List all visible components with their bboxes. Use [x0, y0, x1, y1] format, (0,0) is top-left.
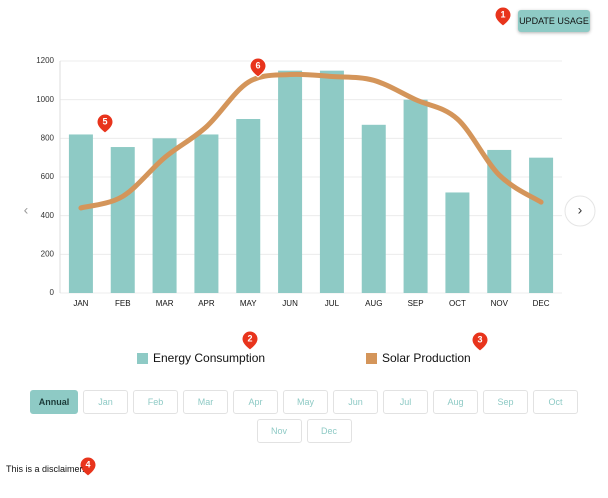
period-tab[interactable]: Dec	[306, 419, 352, 443]
annotation-label: 2	[247, 333, 252, 343]
annotation-label: 3	[477, 334, 482, 344]
annotation-label: 6	[255, 60, 260, 70]
x-tick-label: NOV	[491, 299, 509, 308]
x-tick-label: OCT	[449, 299, 466, 308]
period-tab[interactable]: Jul	[383, 390, 428, 414]
annotation-pin	[494, 6, 512, 27]
annotation-pin	[249, 57, 267, 78]
x-tick-label: MAY	[240, 299, 257, 308]
bar	[236, 119, 261, 293]
bar	[68, 134, 93, 293]
x-tick-label: JAN	[73, 299, 88, 308]
period-tab[interactable]: Nov	[256, 419, 302, 443]
update-button[interactable]: UPDATE USAGE	[518, 10, 590, 32]
y-tick-label: 0	[50, 288, 55, 297]
bar	[319, 70, 344, 294]
legend-swatch	[366, 353, 377, 364]
line	[78, 71, 544, 211]
period-tab[interactable]: Jun	[333, 390, 378, 414]
period-tab[interactable]: Annual	[30, 390, 78, 414]
y-tick-label: 1000	[36, 95, 54, 104]
period-tab[interactable]: Feb	[133, 390, 178, 414]
x-tick-label: MAR	[156, 299, 174, 308]
bar	[529, 157, 554, 293]
x-tick-label: JUN	[282, 299, 298, 308]
x-tick-label: DEC	[533, 299, 550, 308]
next-button[interactable]	[564, 195, 596, 227]
x-tick-label: FEB	[115, 299, 131, 308]
period-tab[interactable]: Mar	[183, 390, 228, 414]
bar	[152, 138, 177, 293]
y-tick-label: 800	[41, 133, 55, 142]
period-tab[interactable]: Apr	[233, 390, 278, 414]
x-tick-label: AUG	[365, 299, 382, 308]
legend-label: Solar Production	[382, 351, 471, 365]
x-tick-label: SEP	[408, 299, 424, 308]
period-tab[interactable]: Oct	[533, 390, 578, 414]
y-tick-label: 600	[41, 172, 55, 181]
bar	[487, 149, 512, 293]
prev-arrow[interactable]: ‹	[24, 202, 29, 218]
x-tick-label: JUL	[325, 299, 340, 308]
y-tick-label: 1200	[36, 56, 54, 65]
period-tabs: Annual Jan Feb Mar Apr May Jun Jul Aug Sep Oct Nov D…	[12, 390, 596, 443]
bar	[403, 99, 428, 294]
period-tab[interactable]: Jan	[83, 390, 128, 414]
bar	[361, 124, 386, 293]
period-tab[interactable]: Aug	[433, 390, 478, 414]
bar	[278, 70, 303, 294]
annotation-label: 4	[85, 459, 90, 469]
legend-label: Energy Consumption	[153, 351, 265, 365]
period-tab[interactable]: May	[283, 390, 328, 414]
annotation-pin	[79, 456, 97, 477]
plot: 0 200 400 600 800 1000 1200 JAN FEB MAR APR MAY JUN J…	[36, 56, 562, 308]
annotation-pin	[241, 330, 259, 351]
annotation-pin	[96, 113, 114, 134]
annotation-label: 5	[102, 116, 107, 126]
next-arrow[interactable]: ›	[578, 202, 583, 218]
annotation-pin	[471, 331, 489, 352]
annotation-label: 1	[500, 9, 505, 19]
legend-swatch	[137, 353, 148, 364]
period-tab[interactable]: Sep	[483, 390, 528, 414]
x-tick-label: APR	[198, 299, 215, 308]
disclaimer: This is a disclaimer.	[6, 464, 85, 474]
y-tick-label: 400	[41, 211, 55, 220]
y-tick-label: 200	[41, 249, 55, 258]
bar	[110, 147, 135, 293]
bar	[194, 134, 219, 293]
bar	[445, 192, 470, 293]
